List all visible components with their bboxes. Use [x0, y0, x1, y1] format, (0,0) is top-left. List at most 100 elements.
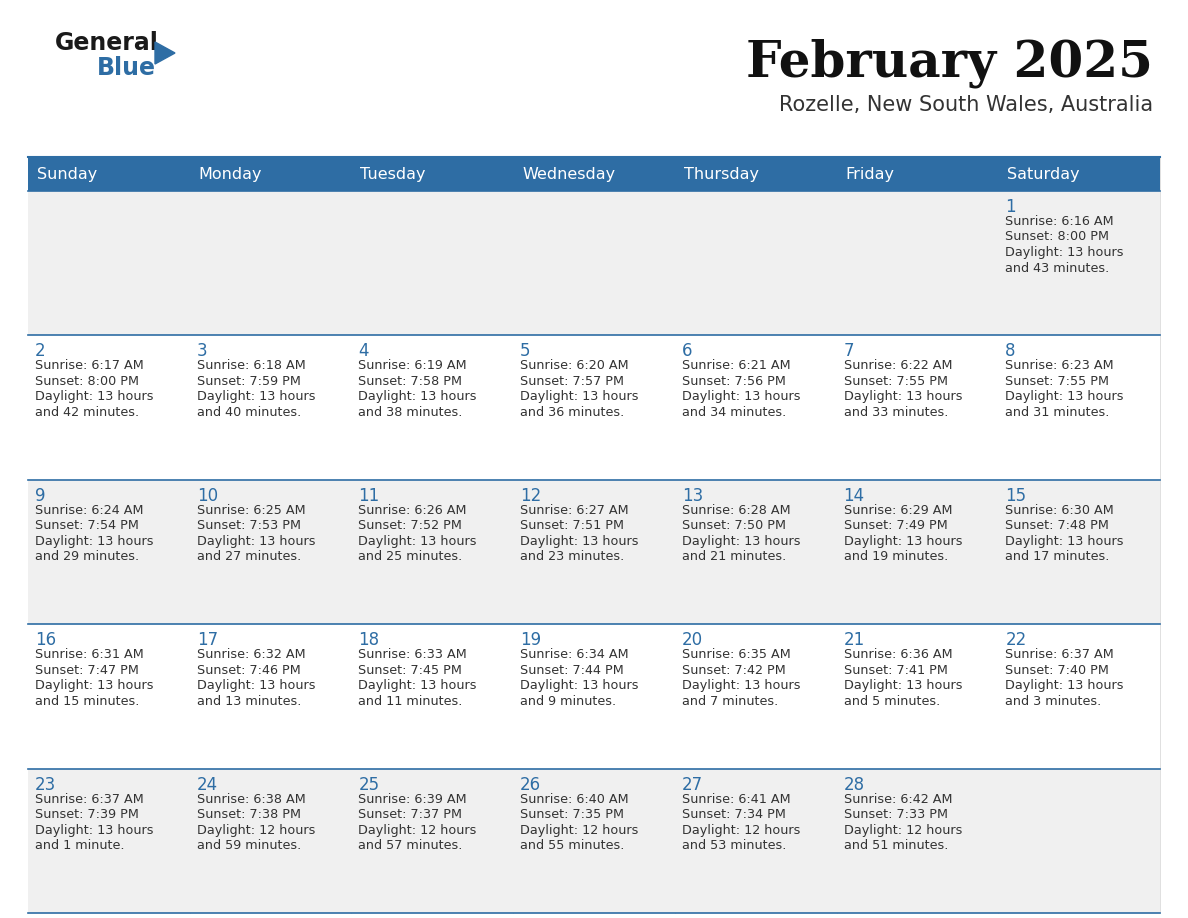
Text: Sunset: 7:37 PM: Sunset: 7:37 PM: [359, 808, 462, 821]
Text: and 17 minutes.: and 17 minutes.: [1005, 550, 1110, 564]
Text: Sunset: 7:34 PM: Sunset: 7:34 PM: [682, 808, 785, 821]
Bar: [29, 768, 1159, 913]
Text: Daylight: 13 hours: Daylight: 13 hours: [34, 679, 153, 692]
Text: Sunset: 7:48 PM: Sunset: 7:48 PM: [1005, 520, 1110, 532]
Text: Daylight: 13 hours: Daylight: 13 hours: [197, 535, 315, 548]
Text: and 29 minutes.: and 29 minutes.: [34, 550, 139, 564]
Text: Sunrise: 6:26 AM: Sunrise: 6:26 AM: [359, 504, 467, 517]
Text: Sunset: 7:44 PM: Sunset: 7:44 PM: [520, 664, 624, 677]
Text: Sunrise: 6:24 AM: Sunrise: 6:24 AM: [34, 504, 144, 517]
Text: Daylight: 13 hours: Daylight: 13 hours: [34, 390, 153, 403]
Text: and 19 minutes.: and 19 minutes.: [843, 550, 948, 564]
Text: 7: 7: [843, 342, 854, 361]
Text: Daylight: 13 hours: Daylight: 13 hours: [520, 535, 639, 548]
Text: Daylight: 13 hours: Daylight: 13 hours: [843, 390, 962, 403]
Text: Sunset: 7:39 PM: Sunset: 7:39 PM: [34, 808, 139, 821]
Text: 20: 20: [682, 632, 703, 649]
Text: February 2025: February 2025: [746, 38, 1154, 87]
Text: 1: 1: [1005, 198, 1016, 216]
Text: Daylight: 12 hours: Daylight: 12 hours: [197, 823, 315, 836]
Text: 27: 27: [682, 776, 703, 793]
Text: 2: 2: [34, 342, 45, 361]
Text: Sunrise: 6:37 AM: Sunrise: 6:37 AM: [34, 792, 144, 806]
Text: Sunset: 8:00 PM: Sunset: 8:00 PM: [34, 375, 139, 388]
Text: and 11 minutes.: and 11 minutes.: [359, 695, 463, 708]
Polygon shape: [154, 42, 175, 64]
Text: Sunset: 7:55 PM: Sunset: 7:55 PM: [1005, 375, 1110, 388]
Text: 23: 23: [34, 776, 56, 793]
Text: and 21 minutes.: and 21 minutes.: [682, 550, 786, 564]
Text: Sunrise: 6:39 AM: Sunrise: 6:39 AM: [359, 792, 467, 806]
Text: 12: 12: [520, 487, 542, 505]
Text: Sunset: 7:55 PM: Sunset: 7:55 PM: [843, 375, 948, 388]
Text: Daylight: 13 hours: Daylight: 13 hours: [197, 679, 315, 692]
Text: Sunrise: 6:30 AM: Sunrise: 6:30 AM: [1005, 504, 1114, 517]
Text: Sunset: 7:56 PM: Sunset: 7:56 PM: [682, 375, 785, 388]
Text: Daylight: 13 hours: Daylight: 13 hours: [843, 535, 962, 548]
Text: Wednesday: Wednesday: [523, 166, 615, 182]
Text: and 38 minutes.: and 38 minutes.: [359, 406, 463, 419]
Text: 26: 26: [520, 776, 542, 793]
Text: 17: 17: [197, 632, 217, 649]
Text: 21: 21: [843, 632, 865, 649]
Text: Thursday: Thursday: [684, 166, 759, 182]
Text: Daylight: 13 hours: Daylight: 13 hours: [1005, 246, 1124, 259]
Text: and 9 minutes.: and 9 minutes.: [520, 695, 617, 708]
Text: and 53 minutes.: and 53 minutes.: [682, 839, 786, 852]
Text: Sunset: 7:41 PM: Sunset: 7:41 PM: [843, 664, 948, 677]
Text: 11: 11: [359, 487, 380, 505]
Text: and 34 minutes.: and 34 minutes.: [682, 406, 786, 419]
Text: 9: 9: [34, 487, 45, 505]
Text: Sunset: 7:33 PM: Sunset: 7:33 PM: [843, 808, 948, 821]
Text: Sunrise: 6:23 AM: Sunrise: 6:23 AM: [1005, 360, 1114, 373]
Text: 19: 19: [520, 632, 542, 649]
Text: Saturday: Saturday: [1007, 166, 1080, 182]
Text: Sunset: 7:38 PM: Sunset: 7:38 PM: [197, 808, 301, 821]
Bar: [352, 157, 513, 191]
Text: Sunrise: 6:17 AM: Sunrise: 6:17 AM: [34, 360, 144, 373]
Text: and 33 minutes.: and 33 minutes.: [843, 406, 948, 419]
Text: 24: 24: [197, 776, 217, 793]
Text: 10: 10: [197, 487, 217, 505]
Text: Tuesday: Tuesday: [360, 166, 426, 182]
Text: Sunset: 7:58 PM: Sunset: 7:58 PM: [359, 375, 462, 388]
Text: and 51 minutes.: and 51 minutes.: [843, 839, 948, 852]
Text: 13: 13: [682, 487, 703, 505]
Bar: [836, 157, 998, 191]
Text: and 59 minutes.: and 59 minutes.: [197, 839, 301, 852]
Text: Sunrise: 6:21 AM: Sunrise: 6:21 AM: [682, 360, 790, 373]
Bar: [675, 157, 836, 191]
Text: Sunset: 7:45 PM: Sunset: 7:45 PM: [359, 664, 462, 677]
Text: Daylight: 12 hours: Daylight: 12 hours: [682, 823, 801, 836]
Text: Sunrise: 6:16 AM: Sunrise: 6:16 AM: [1005, 215, 1114, 228]
Text: Sunrise: 6:32 AM: Sunrise: 6:32 AM: [197, 648, 305, 661]
Text: Sunrise: 6:20 AM: Sunrise: 6:20 AM: [520, 360, 628, 373]
Text: and 27 minutes.: and 27 minutes.: [197, 550, 301, 564]
Text: Sunset: 8:00 PM: Sunset: 8:00 PM: [1005, 230, 1110, 243]
Text: Sunrise: 6:41 AM: Sunrise: 6:41 AM: [682, 792, 790, 806]
Text: Sunset: 7:52 PM: Sunset: 7:52 PM: [359, 520, 462, 532]
Text: Sunset: 7:47 PM: Sunset: 7:47 PM: [34, 664, 139, 677]
Text: Daylight: 13 hours: Daylight: 13 hours: [1005, 390, 1124, 403]
Text: Sunrise: 6:31 AM: Sunrise: 6:31 AM: [34, 648, 144, 661]
Text: Daylight: 12 hours: Daylight: 12 hours: [520, 823, 638, 836]
Text: Sunrise: 6:25 AM: Sunrise: 6:25 AM: [197, 504, 305, 517]
Text: Daylight: 13 hours: Daylight: 13 hours: [682, 535, 801, 548]
Text: 28: 28: [843, 776, 865, 793]
Text: 4: 4: [359, 342, 369, 361]
Text: Daylight: 13 hours: Daylight: 13 hours: [520, 390, 639, 403]
Text: 15: 15: [1005, 487, 1026, 505]
Text: Monday: Monday: [198, 166, 263, 182]
Text: Daylight: 12 hours: Daylight: 12 hours: [359, 823, 476, 836]
Text: Daylight: 13 hours: Daylight: 13 hours: [843, 679, 962, 692]
Bar: [29, 191, 1159, 335]
Text: Sunrise: 6:19 AM: Sunrise: 6:19 AM: [359, 360, 467, 373]
Text: and 7 minutes.: and 7 minutes.: [682, 695, 778, 708]
Text: Daylight: 13 hours: Daylight: 13 hours: [359, 535, 476, 548]
Text: and 5 minutes.: and 5 minutes.: [843, 695, 940, 708]
Text: Sunrise: 6:35 AM: Sunrise: 6:35 AM: [682, 648, 790, 661]
Text: Friday: Friday: [846, 166, 895, 182]
Text: Daylight: 13 hours: Daylight: 13 hours: [197, 390, 315, 403]
Text: and 36 minutes.: and 36 minutes.: [520, 406, 625, 419]
Bar: [29, 157, 190, 191]
